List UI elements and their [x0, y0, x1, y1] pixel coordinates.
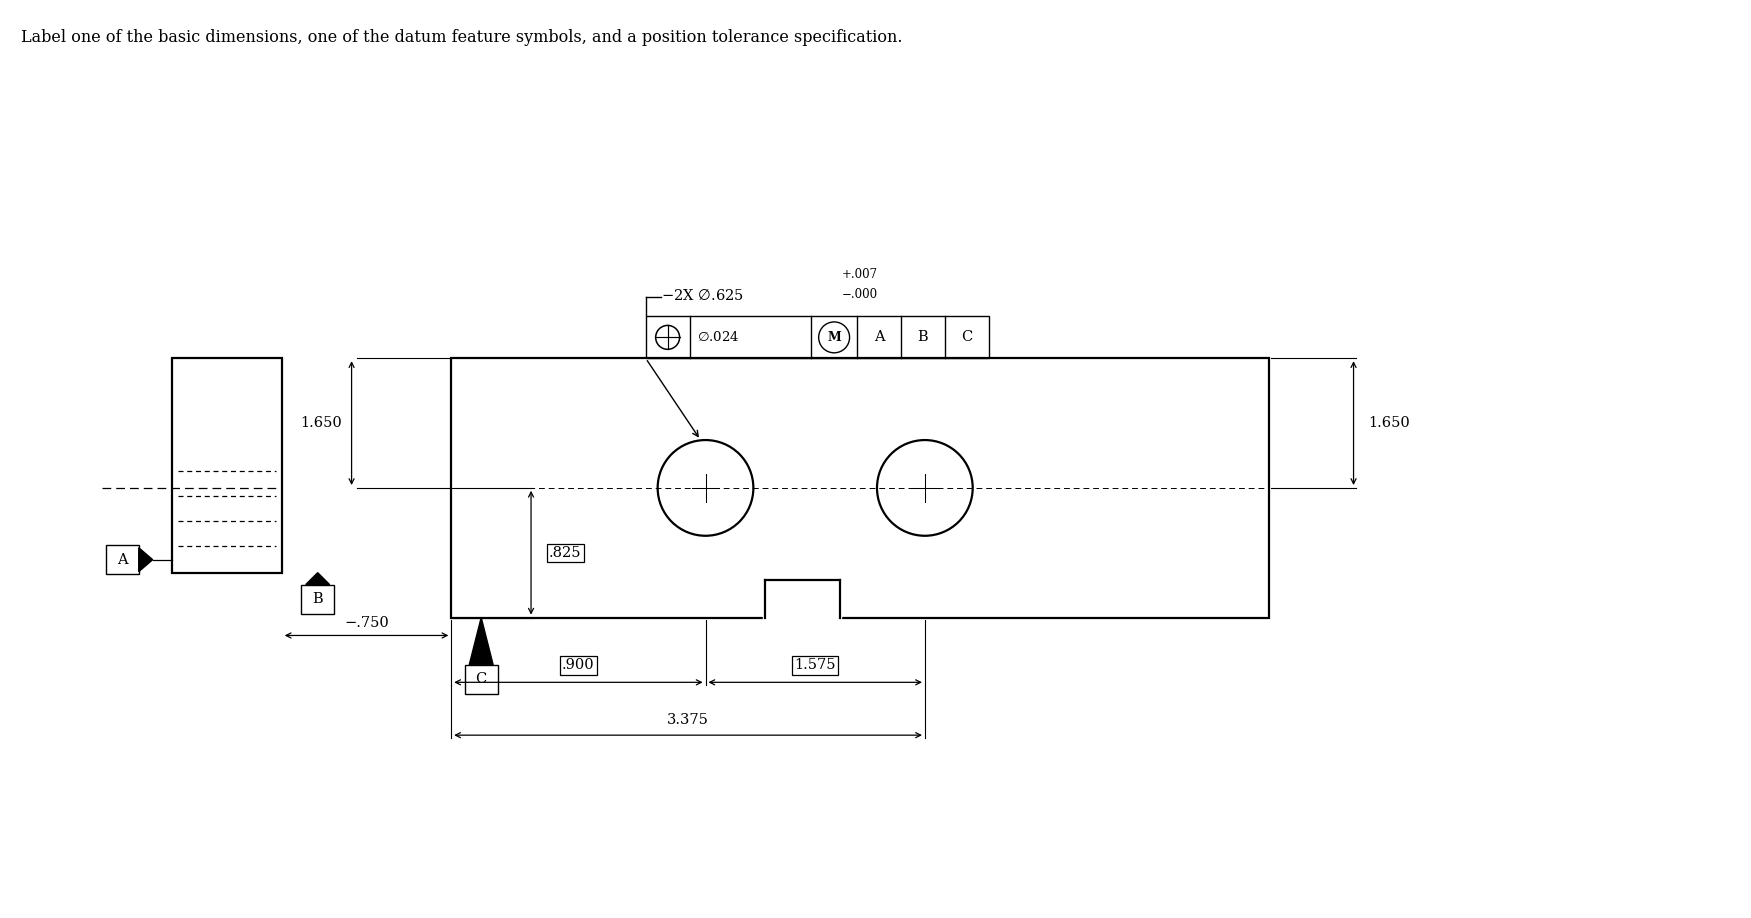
- Polygon shape: [469, 618, 494, 665]
- Text: −.750: −.750: [345, 617, 389, 631]
- Bar: [464, 665, 497, 694]
- Text: 1.575: 1.575: [795, 658, 835, 672]
- Text: .900: .900: [562, 658, 595, 672]
- Bar: [452, 358, 1269, 618]
- Text: A: A: [874, 330, 884, 344]
- Text: B: B: [918, 330, 928, 344]
- Bar: [105, 545, 138, 574]
- Text: .825: .825: [550, 545, 581, 560]
- Text: $\varnothing$.024: $\varnothing$.024: [697, 330, 739, 344]
- Text: −.000: −.000: [842, 288, 879, 301]
- Text: 3.375: 3.375: [667, 713, 709, 727]
- Bar: [172, 358, 282, 573]
- Text: Label one of the basic dimensions, one of the datum feature symbols, and a posit: Label one of the basic dimensions, one o…: [21, 29, 902, 46]
- Bar: [301, 585, 334, 613]
- Polygon shape: [306, 573, 329, 585]
- Bar: [646, 317, 989, 358]
- Text: 1.650: 1.650: [1369, 416, 1410, 431]
- Text: C: C: [961, 330, 972, 344]
- Text: +.007: +.007: [842, 267, 879, 281]
- Polygon shape: [138, 548, 152, 572]
- Text: C: C: [476, 672, 487, 687]
- Text: B: B: [312, 592, 322, 606]
- Text: $-$2X $\varnothing$.625: $-$2X $\varnothing$.625: [660, 288, 744, 304]
- Text: A: A: [117, 553, 128, 566]
- Text: M: M: [826, 330, 840, 344]
- Text: 1.650: 1.650: [299, 416, 341, 431]
